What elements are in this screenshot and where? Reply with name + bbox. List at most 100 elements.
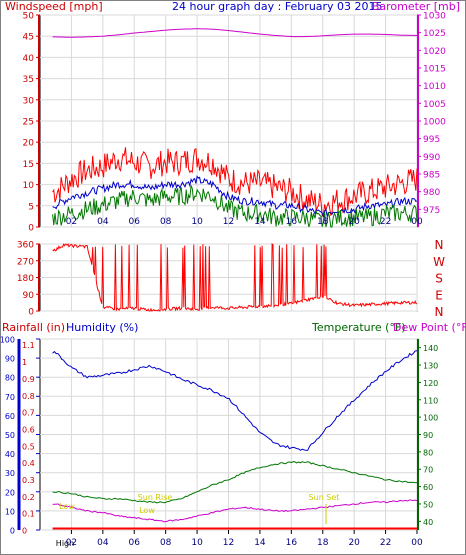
rainfall-tick-label: 1 xyxy=(22,358,27,367)
temperature-hour-label: 12 xyxy=(223,538,234,548)
humidity-tick-label: 10 xyxy=(5,507,15,516)
wind-hour-label: 22 xyxy=(380,217,391,227)
wind-series xyxy=(52,28,418,228)
temperature-tick-label: 70 xyxy=(423,466,433,475)
compass-label: W xyxy=(433,255,445,269)
wind-series-line-1 xyxy=(52,175,418,218)
direction-tick-label: 90 xyxy=(23,291,35,301)
direction-grid xyxy=(40,243,418,312)
rainfall-tick-label: 0.3 xyxy=(22,476,35,485)
windspeed-tick-label: 50 xyxy=(23,12,35,22)
wind-hour-label: 10 xyxy=(191,217,203,227)
wind-hour-label: 02 xyxy=(66,217,77,227)
temperature-tick-label: 50 xyxy=(423,500,433,509)
direction-tick-label: 270 xyxy=(17,257,34,267)
temperature-tick-label: 60 xyxy=(423,483,433,492)
wind-hour-label: 14 xyxy=(254,217,266,227)
temperature-hour-label: 18 xyxy=(317,538,329,548)
temperature-axis: 40 50 60 70 80 90 100 110 120 130 140 xyxy=(417,339,438,530)
temperature-hour-label: 06 xyxy=(129,538,141,548)
temperature-series xyxy=(52,350,418,530)
wind-series-line-0 xyxy=(52,147,418,218)
sun-annotation-label: Sun Set xyxy=(309,493,340,502)
windspeed-tick-label: 25 xyxy=(23,118,34,128)
temperature-tick-label: 80 xyxy=(423,448,433,457)
barometer-tick-label: 1025 xyxy=(423,29,446,39)
wind-hour-label: 04 xyxy=(97,217,109,227)
direction-series-line xyxy=(52,242,418,312)
windspeed-axis: 0 5 10 15 20 25 30 35 40 45 50 xyxy=(23,12,40,234)
windspeed-tick-label: 15 xyxy=(23,160,34,170)
rainfall-tick-label: 1.1 xyxy=(22,341,35,350)
temperature-hour-axis: 02 04 06 08 10 12 14 16 18 20 22 00 xyxy=(66,530,423,548)
sun-annotation-label: Low xyxy=(59,502,75,511)
temperature-tick-label: 130 xyxy=(423,362,438,371)
temperature-hour-label: 02 xyxy=(66,538,77,548)
wind-hour-label: 06 xyxy=(129,217,141,227)
humidity-tick-label: 90 xyxy=(5,355,15,364)
wind-axis-title: Windspeed [mph] xyxy=(5,0,103,13)
barometer-axis: 975 980 985 990 995 1000 1005 1010 1015 1020 1025 1… xyxy=(417,12,446,227)
humidity-tick-label: 50 xyxy=(5,431,15,440)
humidity-axis-title: Humidity (%) xyxy=(66,321,138,334)
barometer-tick-label: 980 xyxy=(423,188,440,198)
temperature-tick-label: 100 xyxy=(423,414,438,423)
dewpoint-axis-title: Dew Point (°F) xyxy=(393,321,466,334)
temperature-hour-label: 20 xyxy=(348,538,360,548)
barometer-axis-title: Barometer [mb] xyxy=(372,0,460,13)
direction-degree-axis: 0 90 180 270 360 xyxy=(17,241,40,318)
temperature-tick-label: 40 xyxy=(423,518,433,527)
wind-hour-label: 20 xyxy=(348,217,360,227)
sun-annotation-label: Sun Rise xyxy=(138,493,173,502)
barometer-tick-label: 1030 xyxy=(423,12,446,22)
compass-label: S xyxy=(435,272,443,286)
temperature-hour-label: 10 xyxy=(191,538,203,548)
rainfall-axis-title: Rainfall (in) xyxy=(2,321,65,334)
rainfall-tick-label: 0.5 xyxy=(22,442,35,451)
temperature-series-line-2 xyxy=(52,499,418,523)
windspeed-tick-label: 35 xyxy=(23,75,34,85)
wind-hour-label: 12 xyxy=(223,217,234,227)
rainfall-tick-label: 0.8 xyxy=(22,392,35,401)
windspeed-tick-label: 10 xyxy=(23,181,35,191)
rainfall-axis: 0 0.1 0.2 0.3 0.4 0.5 0.6 0.7 0.8 0.9 1 1.1 xyxy=(22,341,35,535)
rainfall-tick-label: 0 xyxy=(22,527,27,536)
direction-tick-label: 180 xyxy=(17,274,34,284)
temperature-hour-label: 08 xyxy=(160,538,172,548)
humidity-tick-label: 80 xyxy=(5,374,15,383)
temperature-tick-label: 90 xyxy=(423,431,433,440)
humidity-tick-label: 40 xyxy=(5,450,15,459)
barometer-tick-label: 990 xyxy=(423,153,440,163)
temperature-hour-label: 14 xyxy=(254,538,266,548)
wind-hour-label: 18 xyxy=(317,217,329,227)
wind-series-line-2 xyxy=(52,185,418,228)
windspeed-tick-label: 20 xyxy=(23,139,35,149)
barometer-tick-label: 975 xyxy=(423,206,440,216)
wind-hour-label: 00 xyxy=(411,217,423,227)
temperature-hour-label: 22 xyxy=(380,538,391,548)
barometer-tick-label: 985 xyxy=(423,171,440,181)
temperature-hour-label: 04 xyxy=(97,538,109,548)
barometer-tick-label: 1015 xyxy=(423,65,446,75)
direction-tick-label: 360 xyxy=(17,241,34,251)
humidity-tick-label: 60 xyxy=(5,412,15,421)
temperature-series-line-1 xyxy=(52,461,418,504)
windspeed-tick-label: 5 xyxy=(28,202,34,212)
compass-label: N xyxy=(435,238,444,252)
sun-annotation-label: High xyxy=(56,539,74,548)
humidity-tick-label: 0 xyxy=(10,527,15,536)
barometer-tick-label: 1010 xyxy=(423,82,446,92)
direction-series xyxy=(52,242,418,312)
rainfall-tick-label: 0.4 xyxy=(22,459,35,468)
temperature-tick-label: 140 xyxy=(423,344,438,353)
wind-series-line-3 xyxy=(52,28,418,38)
barometer-tick-label: 995 xyxy=(423,135,440,145)
rainfall-tick-label: 0.6 xyxy=(22,425,35,434)
sun-annotation-label: Low xyxy=(139,506,155,515)
temperature-hour-label: 16 xyxy=(286,538,298,548)
